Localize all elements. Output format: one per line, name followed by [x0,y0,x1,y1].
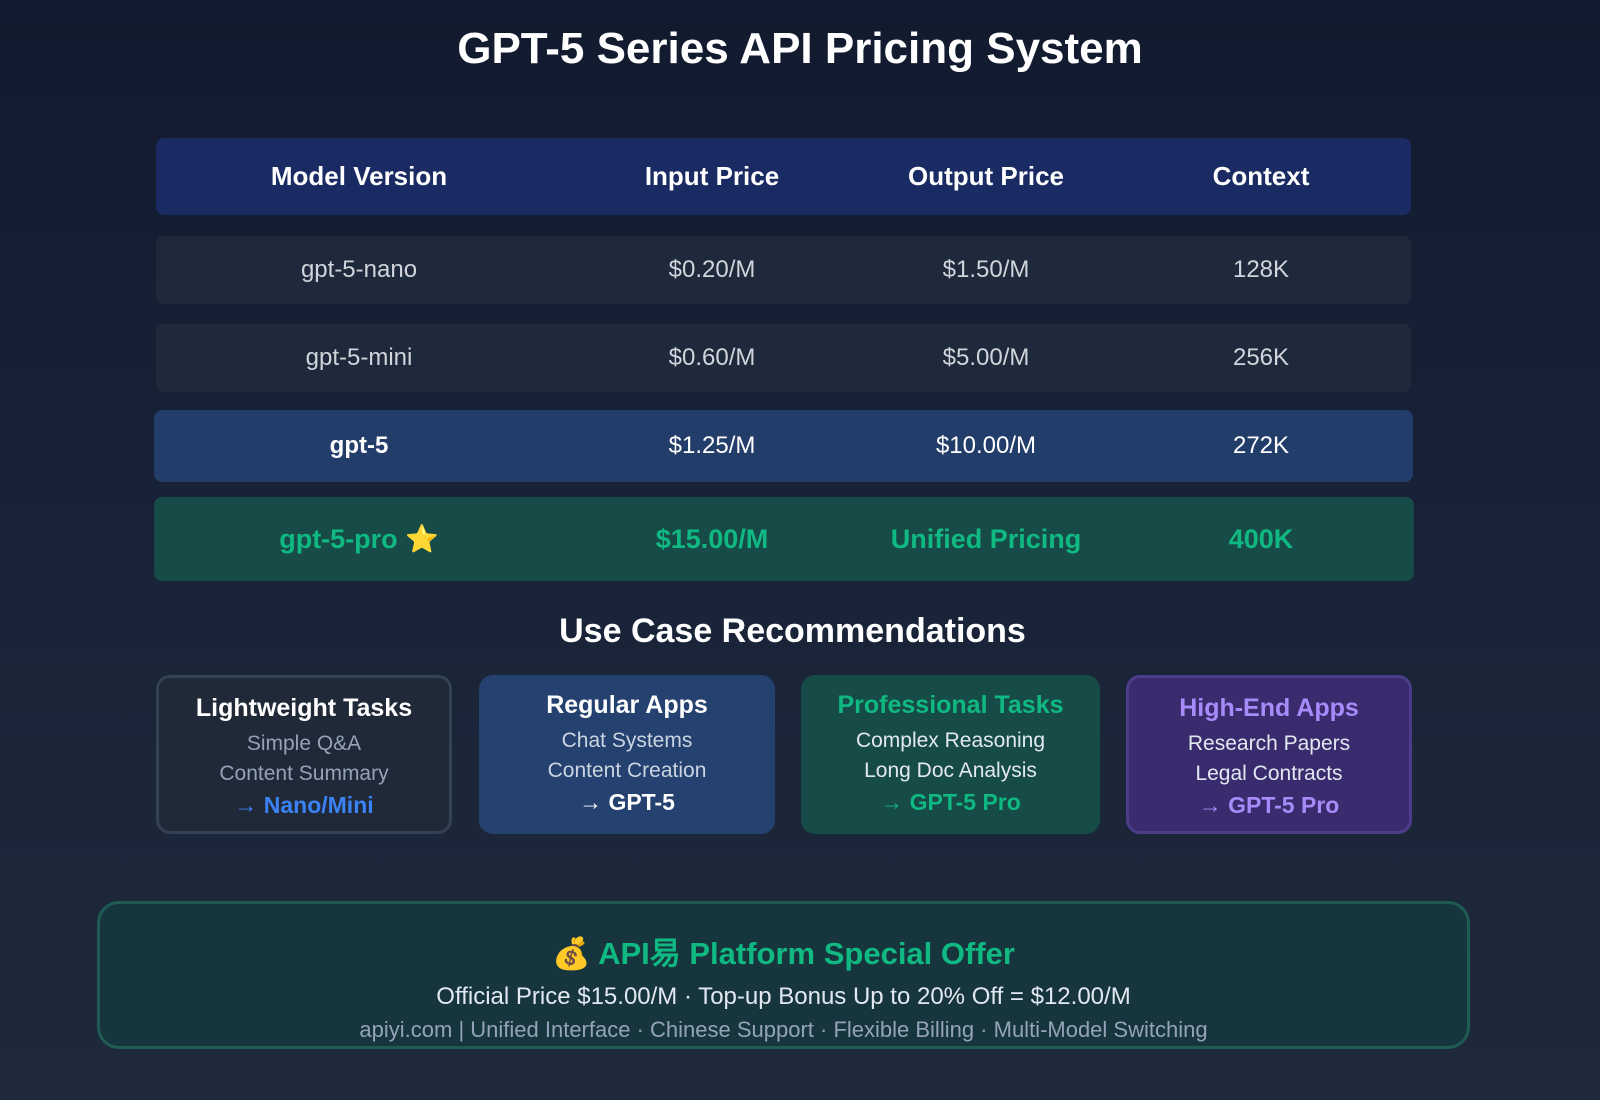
card-line: Simple Q&A [246,732,362,755]
header-input: Input Price [644,161,780,191]
card-line: Content Creation [547,759,707,782]
offer-sub-line: apiyi.com | Unified Interface · Chinese … [359,1017,1208,1042]
table-row: gpt-5-nano $0.20/M $1.50/M 128K [156,236,1411,304]
page-title: GPT-5 Series API Pricing System [457,24,1143,73]
header-output: Output Price [907,161,1065,191]
card-title: High-End Apps [1179,694,1359,722]
use-case-card-high-end: High-End Apps Research Papers Legal Cont… [1126,675,1412,834]
output-cell: $1.50/M [942,256,1030,283]
context-cell: 128K [1232,256,1290,283]
output-cell: $5.00/M [942,344,1030,371]
offer-heading: 💰 API易 Platform Special Offer [552,936,1015,971]
model-cell: gpt-5 [329,432,389,459]
table-header: Model Version Input Price Output Price C… [156,138,1411,215]
input-cell: $1.25/M [668,432,756,459]
output-cell: $10.00/M [935,432,1037,459]
card-recommendation: → GPT-5 [579,789,675,815]
card-title: Professional Tasks [837,691,1064,719]
header-context: Context [1212,161,1310,191]
card-line: Research Papers [1187,732,1351,755]
section-title: Use Case Recommendations [559,612,1026,650]
input-cell: $0.60/M [668,344,756,371]
card-line: Content Summary [219,762,389,785]
use-case-card-lightweight: Lightweight Tasks Simple Q&A Content Sum… [156,675,452,834]
table-row-pro: gpt-5-pro ⭐ $15.00/M Unified Pricing 400… [154,497,1414,581]
card-line: Legal Contracts [1195,762,1343,785]
model-cell: gpt-5-nano [300,256,418,283]
card-line: Chat Systems [561,729,693,752]
model-cell: gpt-5-pro ⭐ [279,524,439,554]
card-recommendation: → GPT-5 Pro [880,789,1021,815]
card-title: Lightweight Tasks [195,694,413,722]
input-cell: $0.20/M [668,256,756,283]
table-row-highlighted: gpt-5 $1.25/M $10.00/M 272K [154,410,1413,482]
use-case-card-professional: Professional Tasks Complex Reasoning Lon… [801,675,1100,834]
context-cell: 256K [1232,344,1290,371]
use-case-card-regular: Regular Apps Chat Systems Content Creati… [479,675,775,834]
offer-price-line: Official Price $15.00/M · Top-up Bonus U… [436,983,1131,1010]
table-row: gpt-5-mini $0.60/M $5.00/M 256K [156,324,1411,392]
card-recommendation: → Nano/Mini [234,792,374,818]
output-cell: Unified Pricing [890,523,1082,554]
offer-banner: 💰 API易 Platform Special Offer Official P… [97,901,1470,1049]
context-cell: 400K [1228,523,1294,554]
card-line: Complex Reasoning [855,729,1046,752]
card-title: Regular Apps [546,691,708,719]
model-cell: gpt-5-mini [305,344,413,371]
input-cell: $15.00/M [655,523,769,554]
header-model: Model Version [270,161,448,191]
card-line: Long Doc Analysis [864,759,1037,782]
context-cell: 272K [1232,432,1290,459]
card-recommendation: → GPT-5 Pro [1198,792,1340,818]
